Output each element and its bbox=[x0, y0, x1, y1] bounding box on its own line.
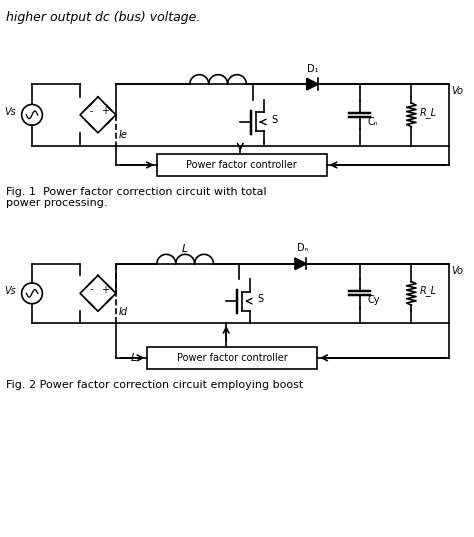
Text: Cₙ: Cₙ bbox=[368, 117, 379, 127]
Bar bbox=[147, 346, 317, 369]
Text: +: + bbox=[101, 106, 109, 116]
Text: Fig. 1  Power factor correction circuit with total
power processing.: Fig. 1 Power factor correction circuit w… bbox=[6, 187, 267, 208]
Text: S: S bbox=[272, 115, 277, 125]
Polygon shape bbox=[295, 258, 306, 270]
Text: S: S bbox=[257, 294, 264, 304]
Text: R_L: R_L bbox=[420, 107, 437, 118]
Text: +: + bbox=[101, 285, 109, 294]
Polygon shape bbox=[84, 297, 91, 304]
Text: Id: Id bbox=[118, 307, 128, 317]
Text: -: - bbox=[89, 106, 93, 116]
Text: Vs: Vs bbox=[4, 107, 16, 118]
Text: Vo: Vo bbox=[451, 266, 464, 276]
Text: L: L bbox=[182, 244, 188, 255]
Text: Fig. 2 Power factor correction circuit employing boost: Fig. 2 Power factor correction circuit e… bbox=[6, 380, 303, 390]
Text: higher output dc (bus) voltage.: higher output dc (bus) voltage. bbox=[6, 11, 201, 24]
Text: Vo: Vo bbox=[451, 86, 464, 97]
Polygon shape bbox=[102, 300, 109, 307]
Text: Power factor controller: Power factor controller bbox=[177, 353, 288, 363]
Text: Cy: Cy bbox=[368, 295, 381, 306]
Bar bbox=[157, 154, 327, 176]
Text: L: L bbox=[131, 353, 137, 363]
Polygon shape bbox=[84, 119, 91, 126]
Text: D₁: D₁ bbox=[307, 64, 318, 74]
Text: Ie: Ie bbox=[118, 130, 127, 140]
Text: Dₙ: Dₙ bbox=[297, 243, 309, 253]
Polygon shape bbox=[307, 78, 318, 90]
Polygon shape bbox=[102, 121, 109, 128]
Polygon shape bbox=[84, 282, 91, 289]
Polygon shape bbox=[102, 280, 109, 287]
Polygon shape bbox=[84, 104, 91, 111]
Text: Vs: Vs bbox=[4, 286, 16, 296]
Text: R_L: R_L bbox=[420, 286, 437, 296]
Text: Power factor controller: Power factor controller bbox=[186, 160, 297, 170]
Polygon shape bbox=[102, 101, 109, 108]
Text: -: - bbox=[89, 285, 93, 294]
